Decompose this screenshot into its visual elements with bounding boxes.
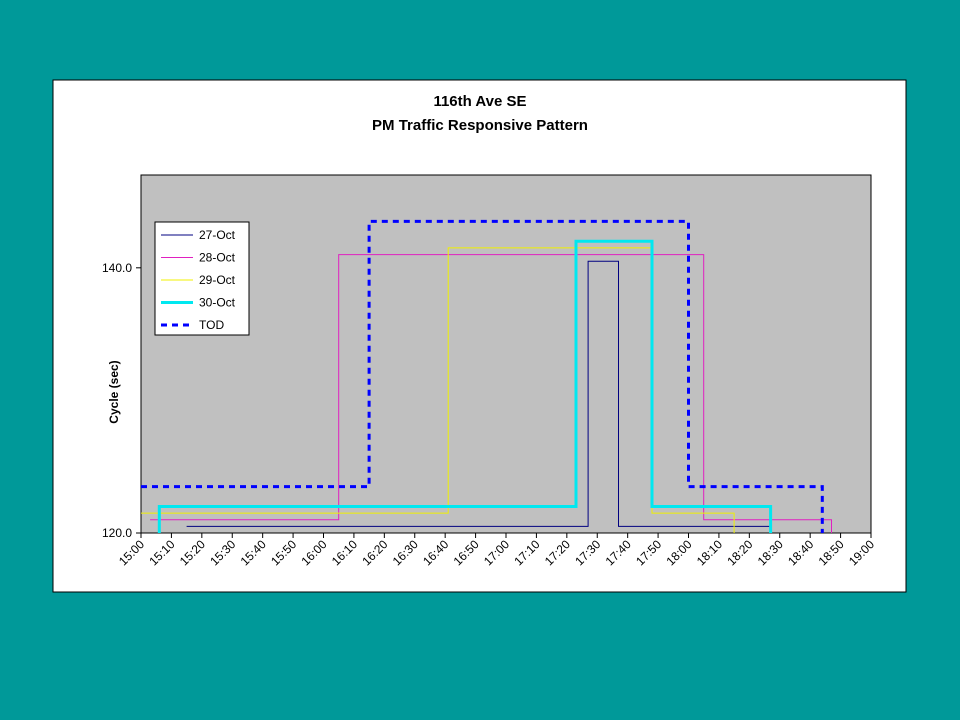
legend: 27-Oct 28-Oct 29-Oct 30-Oct TOD xyxy=(154,221,250,336)
y-tick-label: 120.0 xyxy=(102,526,132,540)
legend-label: 28-Oct xyxy=(199,251,236,265)
series-line xyxy=(150,254,832,533)
chart-title: 116th Ave SE xyxy=(433,93,526,110)
legend-label: 27-Oct xyxy=(199,228,236,242)
chart-subtitle: PM Traffic Responsive Pattern xyxy=(372,117,588,134)
y-tick-label: 140.0 xyxy=(102,261,132,275)
legend-box xyxy=(154,221,250,336)
series-line xyxy=(157,239,773,533)
legend-label: 29-Oct xyxy=(199,273,236,287)
plot-area xyxy=(140,174,872,534)
y-axis-label: Cycle (sec) xyxy=(107,360,121,423)
series-group xyxy=(141,219,832,533)
series-line xyxy=(141,219,824,533)
series-line xyxy=(186,260,771,527)
legend-label: 30-Oct xyxy=(199,296,236,310)
legend-label: TOD xyxy=(199,318,224,332)
